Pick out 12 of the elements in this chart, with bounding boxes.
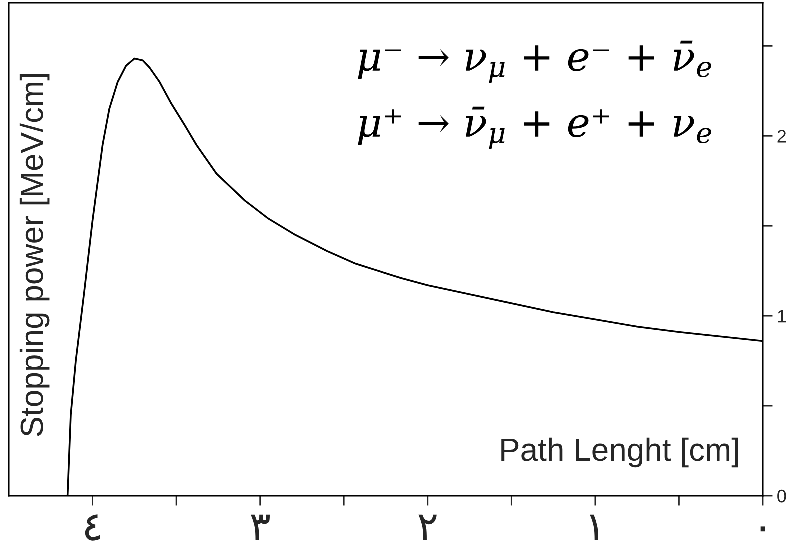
x-tick-label: ٤ bbox=[85, 514, 100, 541]
y-tick-label: 0 bbox=[778, 490, 786, 503]
x-tick-label: ٢ bbox=[418, 514, 437, 540]
annotation: μ⁺ → ν̄$_{μ}$ + e⁺ + ν$_{e}$ bbox=[358, 106, 712, 150]
y-tick-label: 2 bbox=[778, 130, 786, 143]
x-axis-title: Path Lenght [cm] bbox=[502, 438, 738, 468]
annotation: μ⁻ → ν$_{μ}$ + e⁻ + ν̄$_{e}$ bbox=[358, 40, 712, 83]
y-tick-label: 1 bbox=[778, 310, 786, 323]
x-tick-label: ١ bbox=[590, 514, 598, 540]
y-axis-title: Stopping power [MeV/cm] bbox=[20, 74, 50, 436]
x-tick-label: ٠ bbox=[760, 526, 766, 532]
x-tick-label: ٣ bbox=[251, 514, 270, 540]
